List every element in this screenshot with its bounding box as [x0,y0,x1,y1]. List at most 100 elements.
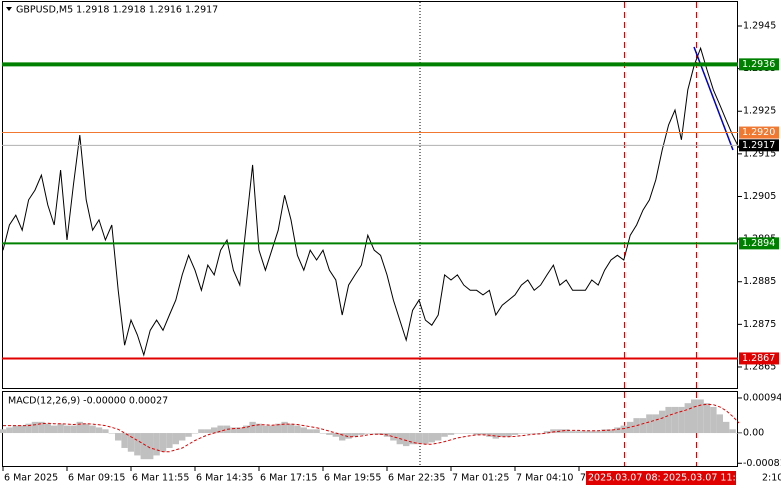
macd-bar [102,429,109,434]
macd-bar [691,399,698,434]
macd-bar [313,429,320,434]
macd-bar [249,421,256,434]
macd-bar [166,433,173,448]
level-label: 1.2917 [742,140,775,151]
macd-bar [147,433,154,460]
macd-bar [435,433,442,441]
chart-title: GBPUSD,M5 1.2918 1.2918 1.2916 1.2917 [16,5,218,16]
macd-frame [2,391,738,467]
level-label: 1.2920 [742,127,775,138]
macd-bar [569,431,576,434]
macd-bar [671,406,679,434]
macd-bar [307,429,314,434]
macd-bar [204,429,211,434]
macd-bar [415,433,423,445]
macd-bar [563,429,570,434]
macd-bar [281,421,288,434]
macd-bar [627,421,634,434]
x-edge-label: 2:10 [762,473,781,484]
macd-bar [697,399,704,434]
macd-bar [607,429,615,434]
macd-bar [422,433,429,445]
macd-bar [57,423,64,434]
macd-bar [511,433,519,435]
level-label: 1.2894 [742,238,775,249]
macd-bar [633,418,640,434]
macd-bar [83,423,90,434]
macd-bar [262,425,269,434]
macd-bar [217,425,224,434]
x-tick-label: 7 [580,473,586,484]
macd-bar [63,425,71,434]
macd-bar [345,433,352,439]
macd-bar [710,406,717,434]
x-tick-label: 7 Mar 01:25 [452,473,509,484]
macd-bar [575,431,583,434]
macd-bar [716,414,723,434]
macd-bar [25,423,32,434]
y-tick-label: 0.00 [743,428,764,439]
macd-bar [185,433,192,437]
x-marker-label: 2025.03.07 08:4 [588,473,667,484]
macd-bar [140,433,147,460]
macd-bar [479,433,487,435]
macd-bar [268,425,275,434]
menu-arrow [6,7,12,11]
x-tick-label: 6 Mar 19:55 [324,473,381,484]
macd-bar [191,433,199,434]
macd-bar [620,425,627,434]
y-tick-label: 1.2905 [743,191,776,202]
macd-bar [332,433,339,437]
macd-bar [723,421,730,434]
macd-bar [179,433,186,441]
y-tick-label: 1.2945 [743,20,776,31]
macd-bar [460,433,467,434]
x-marker-label: 2025.03.07 11:45 [663,473,748,484]
level-label-box [739,126,779,139]
macd-bar [243,425,250,434]
macd-bar [518,433,525,434]
y-tick-label: 1.2915 [743,148,776,159]
macd-bar [582,431,589,434]
level-label-box [739,58,779,71]
x-marker-box [586,471,661,485]
macd-bar [467,433,474,434]
macd-bar [89,425,96,434]
macd-bar [665,406,672,434]
signal-line [3,403,740,453]
macd-bar [499,433,506,437]
macd-bar [588,431,595,434]
macd-bar [447,433,455,435]
macd-bar [236,427,243,434]
macd-bar [659,410,666,434]
y-tick-label: -0.00081 [743,458,781,469]
level-label: 1.2867 [742,353,775,364]
macd-bar [300,427,307,434]
macd-bar [0,429,7,434]
macd-bar [127,433,135,452]
macd-bar [44,423,51,434]
x-tick-label: 7 Mar 04:10 [516,473,573,484]
macd-bar [492,433,499,439]
macd-bar [319,433,327,434]
x-tick-label: 6 Mar 11:55 [132,473,189,484]
x-tick-label: 6 Mar 22:35 [388,473,445,484]
macd-bar [275,423,282,434]
macd-bar [198,429,205,434]
x-marker-box [661,471,736,485]
macd-bar [371,433,378,434]
macd-bar [172,433,179,445]
x-tick-label: 6 Mar 09:15 [68,473,125,484]
macd-bar [121,433,128,448]
macd-bar [70,425,77,434]
macd-bar [358,433,365,435]
macd-bar [601,429,608,434]
x-tick-label: 6 Mar 14:35 [196,473,253,484]
macd-bar [339,433,346,441]
macd-bar [6,427,13,434]
macd-bar [95,427,103,434]
macd-bar [294,425,301,434]
macd-bar [652,414,659,434]
level-label-box [739,139,779,152]
